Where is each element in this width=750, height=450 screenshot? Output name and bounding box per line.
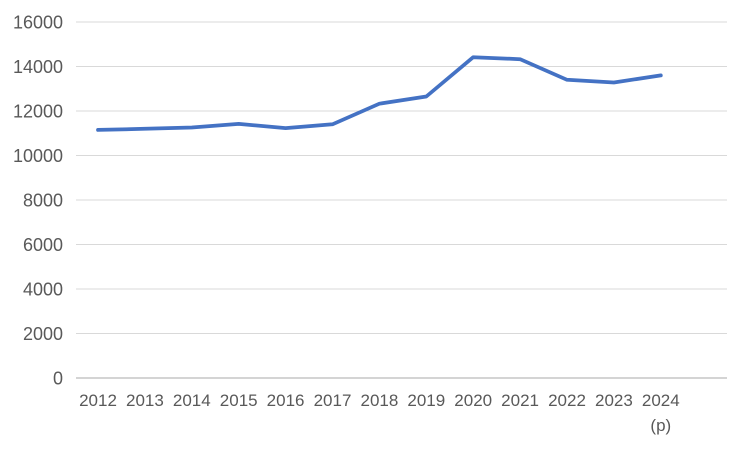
y-axis-tick-label: 2000 [23, 324, 63, 344]
y-axis-tick-label: 10000 [13, 146, 63, 166]
x-axis-tick-label: 2020 [454, 391, 492, 410]
y-axis-tick-label: 12000 [13, 102, 63, 122]
x-axis-tick-label: 2015 [220, 391, 258, 410]
x-axis-tick-label: 2023 [595, 391, 633, 410]
data-series-line [96, 55, 663, 132]
x-axis-tick-label: 2013 [126, 391, 164, 410]
x-axis-tick-label: 2017 [314, 391, 352, 410]
y-axis-tick-label: 6000 [23, 235, 63, 255]
y-axis-tick-label: 8000 [23, 191, 63, 211]
x-axis-tick-label: 2019 [407, 391, 445, 410]
y-axis-tick-label: 14000 [13, 57, 63, 77]
provisional-note-label: (p) [650, 416, 671, 435]
x-axis-tick-label: 2022 [548, 391, 586, 410]
x-axis-tick-label: 2024 [642, 391, 680, 410]
x-axis-tick-label: 2012 [79, 391, 117, 410]
x-axis-tick-label: 2018 [360, 391, 398, 410]
x-axis-tick-label: 2014 [173, 391, 211, 410]
y-axis-tick-label: 0 [53, 369, 63, 389]
x-axis-tick-label: 2016 [267, 391, 305, 410]
y-axis-tick-label: 16000 [13, 13, 63, 33]
x-axis-tick-label: 2021 [501, 391, 539, 410]
y-axis-tick-label: 4000 [23, 280, 63, 300]
